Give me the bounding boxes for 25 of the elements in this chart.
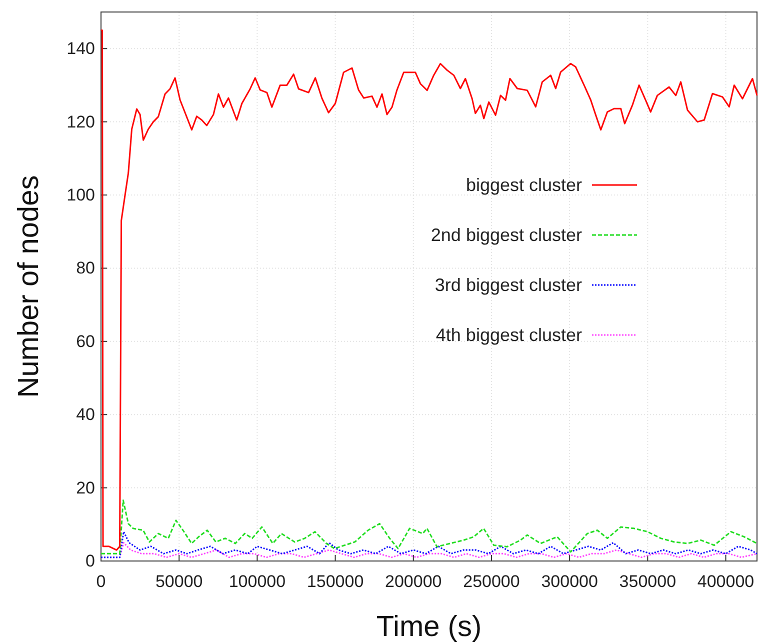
x-tick-label: 150000 <box>306 572 364 592</box>
x-tick-label: 100000 <box>228 572 286 592</box>
x-tick-label: 200000 <box>385 572 442 592</box>
legend-label: 4th biggest cluster <box>436 325 582 345</box>
x-tick-label: 400000 <box>697 572 754 592</box>
y-tick-label: 80 <box>76 258 95 278</box>
line-series <box>100 499 758 554</box>
y-axis-title: Number of nodes <box>13 175 45 398</box>
legend-label: biggest cluster <box>466 175 582 195</box>
y-tick-label: 140 <box>66 39 95 58</box>
x-tick-label: 50000 <box>155 572 203 592</box>
y-tick-label: 120 <box>66 112 95 132</box>
y-tick-label: 0 <box>86 551 95 570</box>
y-tick-label: 20 <box>76 478 95 498</box>
x-tick-label: 350000 <box>619 572 676 592</box>
x-tick-label: 250000 <box>463 572 520 592</box>
legend-label: 2nd biggest cluster <box>430 225 582 245</box>
y-tick-label: 40 <box>76 405 95 424</box>
y-tick-label: 100 <box>66 185 95 204</box>
x-tick-label: 300000 <box>541 572 598 592</box>
x-axis-title: Time (s) <box>376 611 482 643</box>
y-tick-label: 60 <box>76 332 95 351</box>
line-series <box>100 530 758 558</box>
legend-label: 3rd biggest cluster <box>434 275 582 295</box>
line-series <box>100 30 758 551</box>
